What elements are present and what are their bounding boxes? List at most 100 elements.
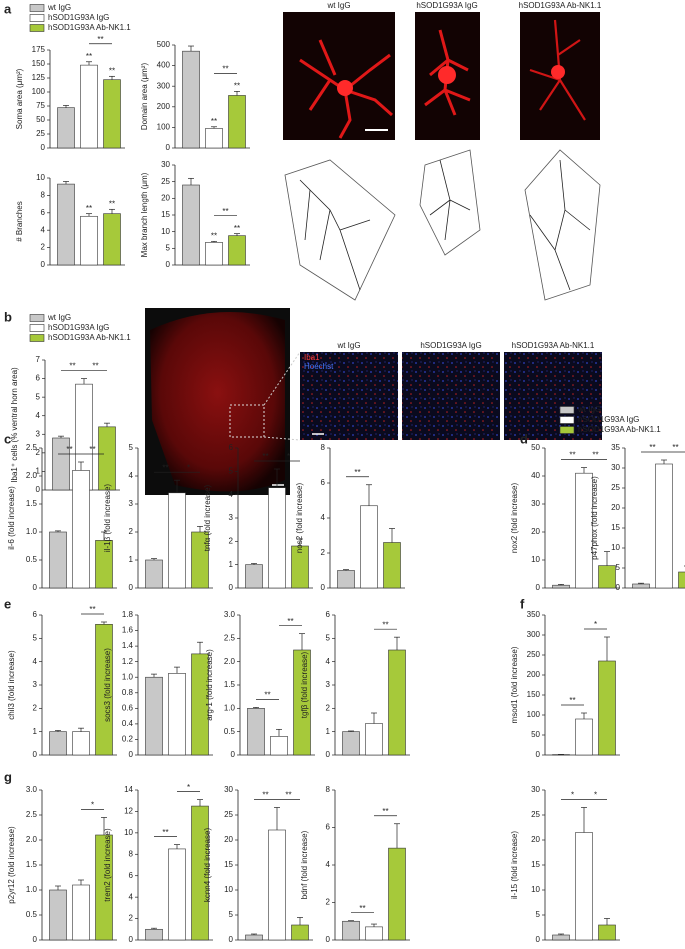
legend-label: wt IgG (47, 3, 71, 12)
bar (80, 64, 98, 149)
bar (182, 50, 200, 149)
significance: * (594, 791, 597, 800)
y-tick-label: 10 (611, 543, 620, 552)
y-tick-label: 6 (36, 374, 41, 383)
significance: ** (109, 199, 115, 208)
y-tick-label: 100 (157, 123, 171, 132)
chart: 0 5 10 15 20 25 30 kcnn4 (fold increase) ** ** (203, 785, 313, 944)
y-tick-label: 1.5 (224, 680, 236, 689)
y-tick-label: 5 (166, 243, 171, 252)
chart: 0 2 4 6 8 nos2 (fold increase) ** (295, 443, 405, 592)
y-axis-label: tnfα (fold increase) (203, 484, 212, 551)
y-tick-label: 4 (129, 471, 134, 480)
y-tick-label: 15 (224, 860, 233, 869)
bar (388, 649, 406, 756)
y-axis-label: arg-1 (fold increase) (205, 649, 214, 721)
significance: ** (234, 224, 240, 233)
y-axis-label: # Branches (15, 201, 24, 241)
bar (598, 565, 616, 589)
bar (552, 584, 570, 589)
chart: 0 1 2 3 4 5 6 tgfβ (fold increase) ** (300, 610, 410, 759)
y-axis-label: msod1 (fold increase) (510, 646, 519, 723)
panel-label: d (520, 431, 528, 446)
y-axis-label: nox2 (fold increase) (510, 483, 519, 554)
y-tick-label: 3.0 (224, 610, 236, 619)
y-tick-label: 2 (229, 536, 234, 545)
y-axis-label: kcnn4 (fold increase) (203, 828, 212, 903)
y-tick-label: 0 (326, 935, 331, 944)
y-tick-label: 25 (224, 810, 233, 819)
chart: 0 0.5 1.0 1.5 2.0 2.5 il-6 (fold increase) ** ** (7, 443, 117, 592)
y-tick-label: 0 (536, 750, 541, 759)
legend-swatch (559, 416, 575, 424)
bar (72, 731, 90, 756)
y-tick-label: 7 (36, 355, 41, 364)
y-tick-label: 50 (531, 730, 540, 739)
y-tick-label: 0 (616, 583, 621, 592)
bar (678, 571, 685, 589)
bar (245, 564, 263, 589)
bar (145, 676, 163, 756)
y-tick-label: 0 (229, 935, 234, 944)
y-tick-label: 5 (33, 633, 38, 642)
y-tick-label: 1 (326, 727, 331, 736)
y-tick-label: 3.0 (26, 785, 38, 794)
significance: ** (359, 904, 365, 913)
legend-label: hSOD1G93A Ab-NK1.1 (48, 23, 131, 32)
y-tick-label: 2 (129, 527, 134, 536)
bar (598, 660, 616, 756)
bar (205, 128, 223, 149)
bar (245, 934, 263, 941)
bar (342, 731, 360, 756)
y-tick-label: 1.0 (26, 885, 38, 894)
y-tick-label: 200 (527, 670, 541, 679)
y-tick-label: 6 (326, 823, 331, 832)
y-tick-label: 5 (326, 633, 331, 642)
y-axis-label: Max branch length (μm) (140, 172, 149, 257)
y-tick-label: 0 (321, 583, 326, 592)
y-axis-label: Iba1⁺ cells (% ventral horn area) (10, 367, 19, 483)
y-tick-label: 4 (326, 860, 331, 869)
y-tick-label: 35 (611, 443, 620, 452)
y-tick-label: 5 (229, 910, 234, 919)
y-tick-label: 0.2 (122, 735, 134, 744)
y-tick-label: 0 (129, 583, 134, 592)
bar (168, 848, 186, 941)
y-tick-label: 500 (157, 40, 171, 49)
significance: ** (382, 620, 388, 629)
bar (291, 924, 309, 941)
bar (145, 928, 163, 941)
bar (57, 183, 75, 266)
y-axis-label: Soma area (μm²) (15, 68, 24, 129)
y-tick-label: 1 (33, 727, 38, 736)
significance: ** (69, 362, 75, 371)
panel-label: a (4, 1, 12, 16)
y-tick-label: 5 (536, 910, 541, 919)
y-tick-label: 0 (326, 750, 331, 759)
y-axis-label: il-15 (fold increase) (510, 831, 519, 899)
legend-label: hSOD1G93A Ab-NK1.1 (578, 425, 661, 434)
y-tick-label: 5 (616, 563, 621, 572)
chart: 0 100 200 300 400 500 Domain area (μm²) ** ** ** (140, 40, 250, 152)
y-tick-label: 150 (527, 690, 541, 699)
y-tick-label: 2 (326, 703, 331, 712)
y-tick-label: 250 (527, 650, 541, 659)
y-tick-label: 2.5 (26, 443, 38, 452)
y-tick-label: 0 (41, 260, 46, 269)
bar (268, 487, 286, 589)
tracings-a (284, 149, 601, 301)
y-tick-label: 14 (124, 785, 133, 794)
y-tick-label: 1.0 (122, 672, 134, 681)
y-axis-label: Domain area (μm²) (140, 63, 149, 131)
y-tick-label: 8 (41, 191, 46, 200)
significance: ** (89, 605, 95, 614)
significance: ** (162, 463, 168, 472)
significance: * (187, 463, 190, 472)
y-tick-label: 0.5 (26, 555, 38, 564)
y-axis-label: tgfβ (fold increase) (300, 651, 309, 718)
bar (57, 107, 75, 149)
y-tick-label: 2.0 (26, 835, 38, 844)
panel-label: g (4, 769, 12, 784)
significance: ** (234, 81, 240, 90)
